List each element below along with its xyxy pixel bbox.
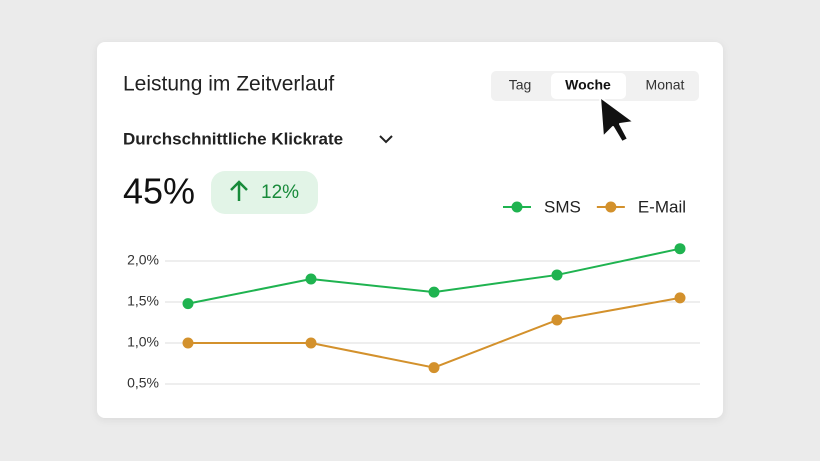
card-title: Leistung im Zeitverlauf (123, 73, 334, 96)
legend-marker (605, 201, 617, 213)
y-tick-label: 2,0% (127, 252, 159, 268)
data-point (674, 243, 686, 255)
metric-value: 45% (123, 171, 195, 212)
y-tick-label: 1,5% (127, 293, 159, 309)
data-point (674, 292, 686, 304)
up-arrow (230, 180, 248, 201)
data-point (182, 298, 194, 310)
cursor (599, 96, 635, 143)
tab[interactable]: Woche (565, 77, 611, 93)
legend-marker (511, 201, 523, 213)
legend-label: SMS (544, 197, 581, 216)
tab-selected-bg (551, 73, 626, 99)
card (97, 42, 723, 418)
y-tick-label: 1,0% (127, 334, 159, 350)
tab[interactable]: Tag (509, 77, 532, 93)
data-point (428, 286, 440, 298)
metric-dropdown[interactable]: Durchschnittliche Klickrate (123, 129, 343, 148)
data-point (428, 362, 440, 374)
data-point (305, 337, 317, 349)
legend-label: E-Mail (638, 197, 686, 216)
change-value: 12% (261, 182, 299, 203)
y-tick-label: 0,5% (127, 375, 159, 391)
dropdown-chevron[interactable] (379, 135, 393, 144)
data-point (305, 273, 317, 285)
tab[interactable]: Monat (646, 77, 685, 93)
data-point (551, 269, 563, 281)
data-point (182, 337, 194, 349)
data-point (551, 314, 563, 326)
